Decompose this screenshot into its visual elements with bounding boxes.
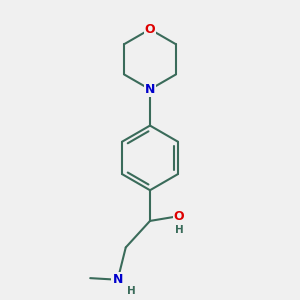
Text: N: N: [145, 83, 155, 96]
Text: H: H: [175, 225, 184, 235]
Text: O: O: [174, 210, 184, 223]
Text: N: N: [112, 273, 123, 286]
Text: O: O: [145, 23, 155, 36]
Text: H: H: [127, 286, 136, 296]
